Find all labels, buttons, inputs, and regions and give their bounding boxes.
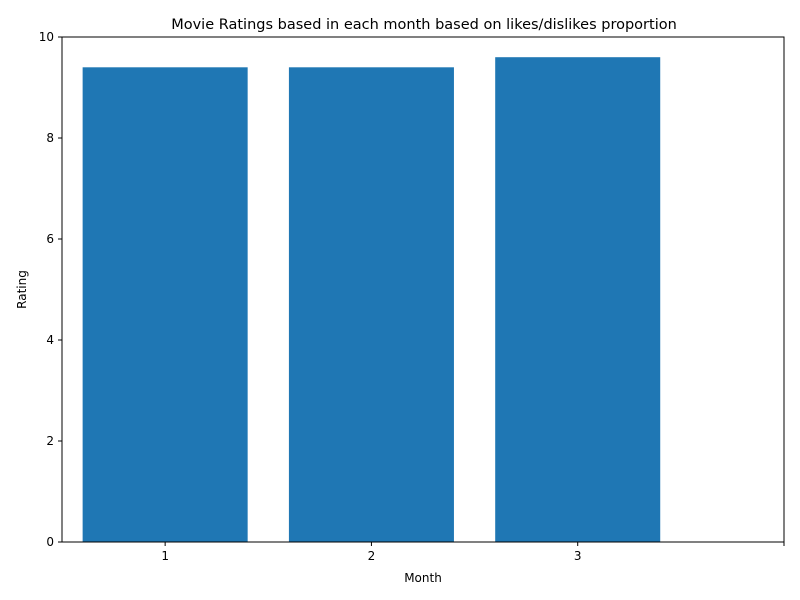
y-axis-label: Rating (15, 270, 29, 309)
x-tick-label: 3 (574, 549, 582, 563)
x-tick-label: 1 (161, 549, 169, 563)
bar-month-2 (288, 67, 454, 543)
y-axis: 0 2 4 6 8 10 (39, 30, 62, 549)
y-tick-label: 2 (46, 434, 54, 448)
x-axis: 1 2 3 (161, 542, 785, 563)
bar-month-3 (495, 57, 661, 542)
y-tick-label: 6 (46, 232, 54, 246)
chart-title: Movie Ratings based in each month based … (171, 17, 677, 33)
plot-frame (61, 36, 785, 543)
bars-group (82, 57, 661, 543)
x-axis-label: Month (404, 571, 442, 585)
y-tick-label: 8 (46, 131, 54, 145)
y-tick-label: 10 (39, 30, 54, 44)
x-tick-label: 2 (368, 549, 376, 563)
bar-month-1 (82, 67, 248, 543)
y-tick-label: 4 (46, 333, 54, 347)
y-tick-label: 0 (46, 535, 54, 549)
